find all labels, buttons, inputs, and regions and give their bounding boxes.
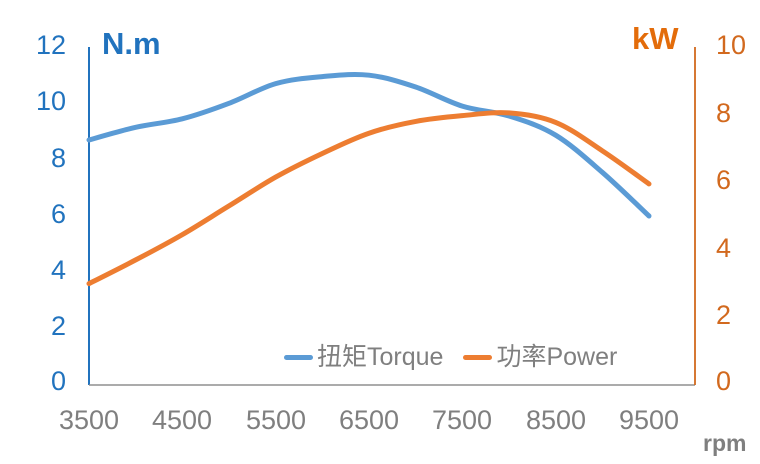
torque-curve — [86, 71, 652, 219]
left-tick-0: 0 — [50, 366, 66, 396]
legend-item-power: 功率Power — [463, 342, 617, 372]
legend: 扭矩Torque 功率Power — [284, 342, 617, 372]
x-tick-5500: 5500 — [245, 405, 307, 435]
right-tick-8: 8 — [716, 98, 732, 128]
right-axis-title: kW — [632, 21, 679, 56]
right-tick-10: 10 — [716, 30, 747, 60]
x-axis-unit-label: rpm — [703, 430, 747, 456]
right-tick-2: 2 — [716, 300, 732, 330]
legend-label-torque: 扭矩Torque — [317, 343, 444, 371]
left-tick-6: 6 — [50, 199, 66, 229]
x-tick-8500: 8500 — [525, 405, 587, 435]
legend-item-torque: 扭矩Torque — [284, 342, 443, 372]
x-tick-6500: 6500 — [338, 405, 400, 435]
left-tick-4: 4 — [50, 255, 66, 285]
left-tick-12: 12 — [35, 30, 66, 60]
x-tick-3500: 3500 — [58, 405, 120, 435]
right-tick-4: 4 — [716, 233, 732, 263]
power-legend-swatch-icon — [463, 354, 493, 360]
left-tick-10: 10 — [35, 86, 66, 116]
left-tick-8: 8 — [50, 143, 66, 173]
power-curve — [86, 110, 652, 287]
legend-label-power: 功率Power — [496, 343, 618, 371]
left-tick-2: 2 — [50, 311, 66, 341]
right-tick-0: 0 — [716, 366, 732, 396]
x-tick-7500: 7500 — [431, 405, 493, 435]
left-axis-title: N.m — [102, 26, 161, 61]
curves-group — [86, 71, 652, 287]
right-tick-6: 6 — [716, 165, 732, 195]
x-tick-4500: 4500 — [151, 405, 213, 435]
x-tick-9500: 9500 — [618, 405, 680, 435]
torque-legend-swatch-icon — [284, 354, 313, 360]
